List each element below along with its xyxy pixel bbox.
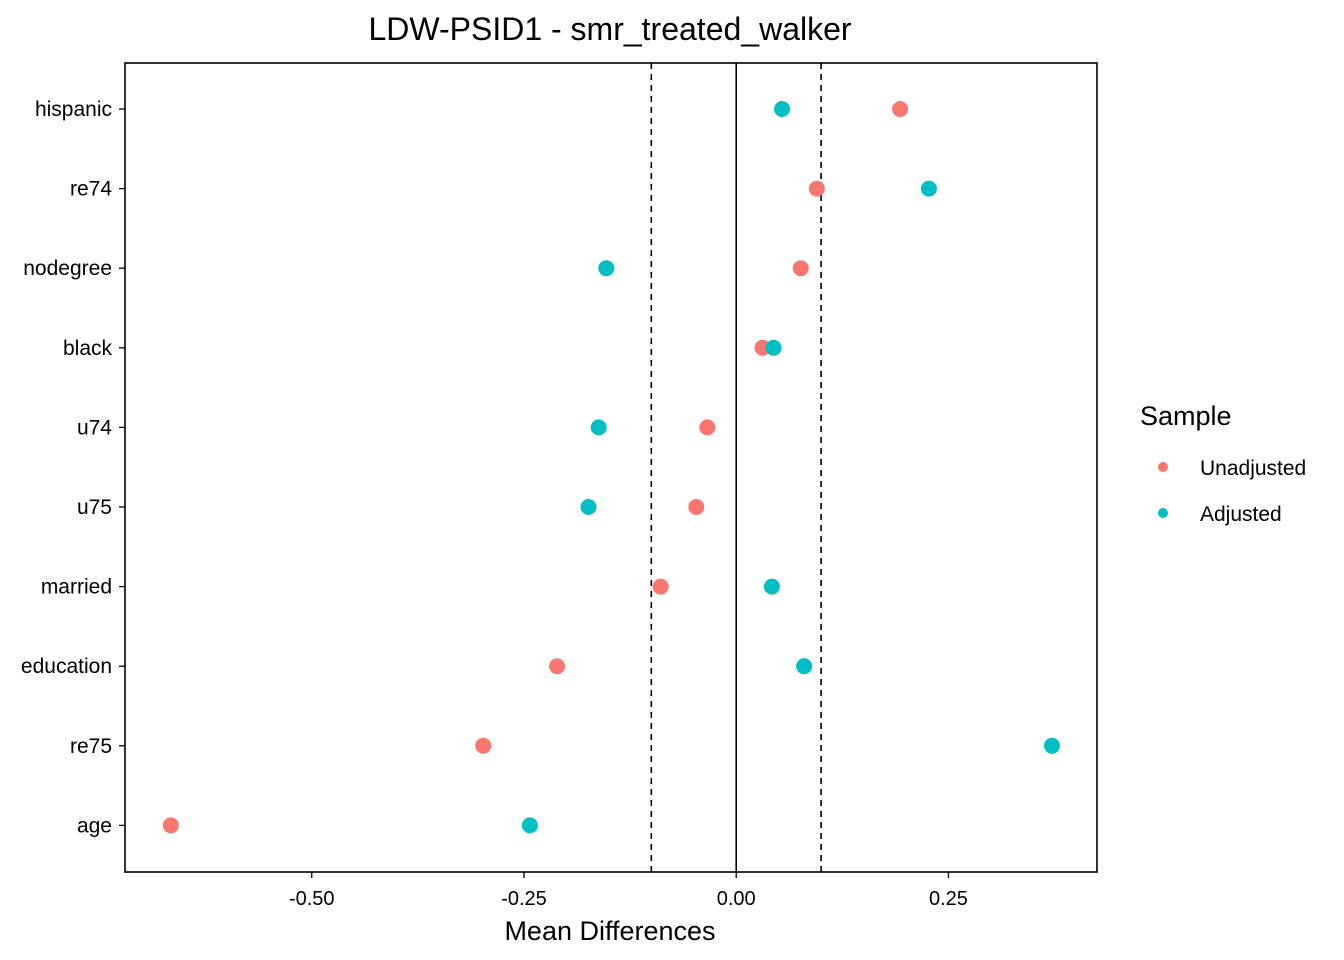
legend-key-unadjusted [1158, 462, 1168, 472]
point-adjusted-age [521, 817, 538, 834]
point-unadjusted-re75 [475, 737, 492, 754]
x-tick-label: -0.50 [289, 888, 335, 910]
point-unadjusted-nodegree [792, 260, 809, 277]
x-axis-title: Mean Differences [504, 916, 715, 946]
legend: Sample Unadjusted Adjusted [1140, 401, 1306, 526]
point-unadjusted-u74 [699, 419, 716, 436]
y-tick-label-hispanic: hispanic [35, 98, 112, 121]
point-unadjusted-hispanic [892, 101, 909, 117]
y-tick-label-re74: re74 [70, 178, 112, 201]
point-adjusted-black [765, 339, 782, 356]
panel-border [124, 62, 1098, 873]
point-adjusted-re74 [920, 180, 937, 197]
legend-key-adjusted [1158, 508, 1168, 518]
point-unadjusted-re74 [808, 180, 825, 197]
point-unadjusted-education [549, 658, 566, 675]
plot-panel: hispanic re74 nodegree black u74 u75 married ed… [21, 62, 1098, 910]
y-tick-label-u74: u74 [77, 416, 112, 439]
y-tick-label-re75: re75 [70, 735, 112, 758]
chart-title: LDW-PSID1 - smr_treated_walker [368, 11, 851, 47]
point-adjusted-u75 [580, 499, 597, 515]
point-unadjusted-u75 [688, 499, 705, 515]
point-adjusted-education [796, 658, 813, 675]
x-tick-label: -0.25 [501, 888, 547, 910]
point-unadjusted-age [162, 817, 179, 834]
point-adjusted-married [763, 578, 780, 595]
point-adjusted-hispanic [774, 101, 791, 117]
x-tick-label: 0.00 [717, 888, 756, 910]
legend-title: Sample [1140, 401, 1232, 431]
y-tick-label-black: black [63, 337, 113, 360]
legend-label-unadjusted: Unadjusted [1200, 457, 1306, 480]
y-tick-label-u75: u75 [77, 496, 112, 519]
point-adjusted-u74 [590, 419, 607, 436]
y-tick-label-married: married [41, 576, 112, 599]
point-adjusted-nodegree [598, 260, 615, 277]
point-unadjusted-married [652, 578, 669, 595]
y-tick-label-education: education [21, 655, 112, 678]
legend-label-adjusted: Adjusted [1200, 503, 1282, 526]
y-tick-label-age: age [77, 814, 112, 837]
y-tick-label-nodegree: nodegree [23, 257, 112, 280]
x-tick-label: 0.25 [929, 888, 968, 910]
point-adjusted-re75 [1044, 737, 1061, 754]
point-unadjusted-black [754, 339, 771, 356]
